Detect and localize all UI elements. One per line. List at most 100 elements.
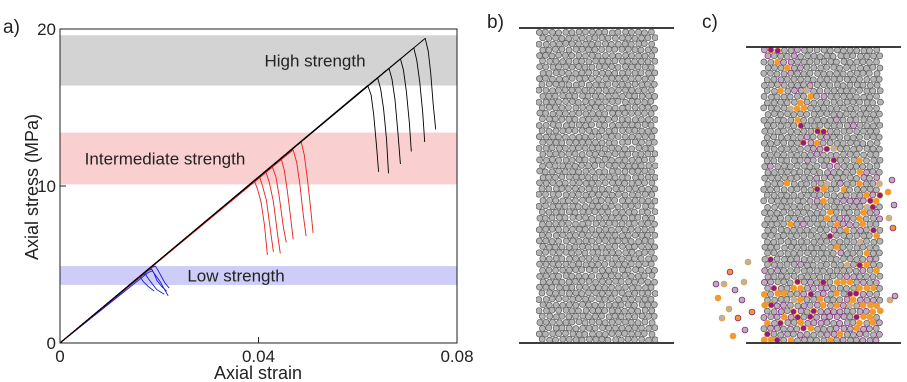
particle [800,324,807,332]
particle [876,145,883,153]
particle [575,272,583,280]
particle [863,249,871,257]
particle [572,139,580,146]
particle [793,162,801,170]
particle [787,105,794,113]
particle [870,284,877,292]
series-line-intermediate [59,166,287,344]
particle [804,249,811,257]
particle [648,319,656,327]
particle [592,103,599,111]
particle [612,92,619,100]
particle [840,313,848,320]
particle [568,40,576,48]
particle [816,145,824,153]
particle [585,81,593,89]
particle [826,70,834,78]
particle [585,208,593,216]
particle [763,157,771,165]
particle [568,272,576,280]
particle [859,256,867,263]
particle [866,279,874,287]
particle [621,202,629,210]
particle [598,150,606,158]
particle [816,191,824,199]
particle [572,289,580,297]
particle [777,296,785,303]
particle [846,197,854,205]
particle [777,145,785,153]
particle [628,109,635,117]
particle [581,75,589,82]
particle [575,63,583,70]
particle [548,283,556,291]
particle [645,336,652,342]
particle [839,139,847,147]
particle [627,225,635,233]
particle [787,243,795,251]
particle [641,306,649,314]
particle [859,69,867,77]
particle [579,324,587,332]
particle [797,238,805,245]
particle [794,209,802,216]
particle [876,180,883,188]
particle [621,145,629,153]
particle [771,296,779,304]
particle [647,145,655,153]
particle [581,319,589,326]
particle [803,296,811,303]
particle [807,290,815,298]
particle [866,105,873,113]
particle [599,220,606,227]
particle [876,121,884,129]
particle [783,227,791,234]
particle [579,312,587,320]
particle [569,179,577,187]
particle [866,93,874,101]
particle [823,133,831,141]
particle [556,214,563,221]
particle [833,221,841,228]
particle [787,128,795,135]
particle [829,272,837,280]
particle [568,191,576,199]
particle [631,92,639,100]
particle [770,99,778,107]
particle [608,318,616,326]
particle [767,116,774,124]
particle [545,185,553,193]
particle [793,290,801,298]
particle [786,197,794,205]
particle [877,98,884,106]
particle [631,208,638,216]
particle [787,58,795,66]
particle [574,203,582,210]
particle [644,80,651,88]
particle [605,185,613,193]
particle [817,133,824,141]
particle [558,104,566,112]
particle [777,180,784,187]
particle [650,80,658,88]
particle [578,290,586,297]
particle [631,278,639,286]
particle [843,76,851,83]
particle [628,296,635,303]
particle [635,75,642,82]
particle [635,284,642,292]
particle [628,133,636,141]
particle [869,180,877,187]
particle [631,219,638,227]
particle [833,151,840,159]
particle [806,313,814,321]
particle [601,260,609,268]
particle [866,325,873,333]
particle [866,116,874,123]
particle [627,238,635,245]
particle [552,45,559,53]
particle [764,52,772,60]
particle [843,319,851,327]
particle [819,290,827,297]
